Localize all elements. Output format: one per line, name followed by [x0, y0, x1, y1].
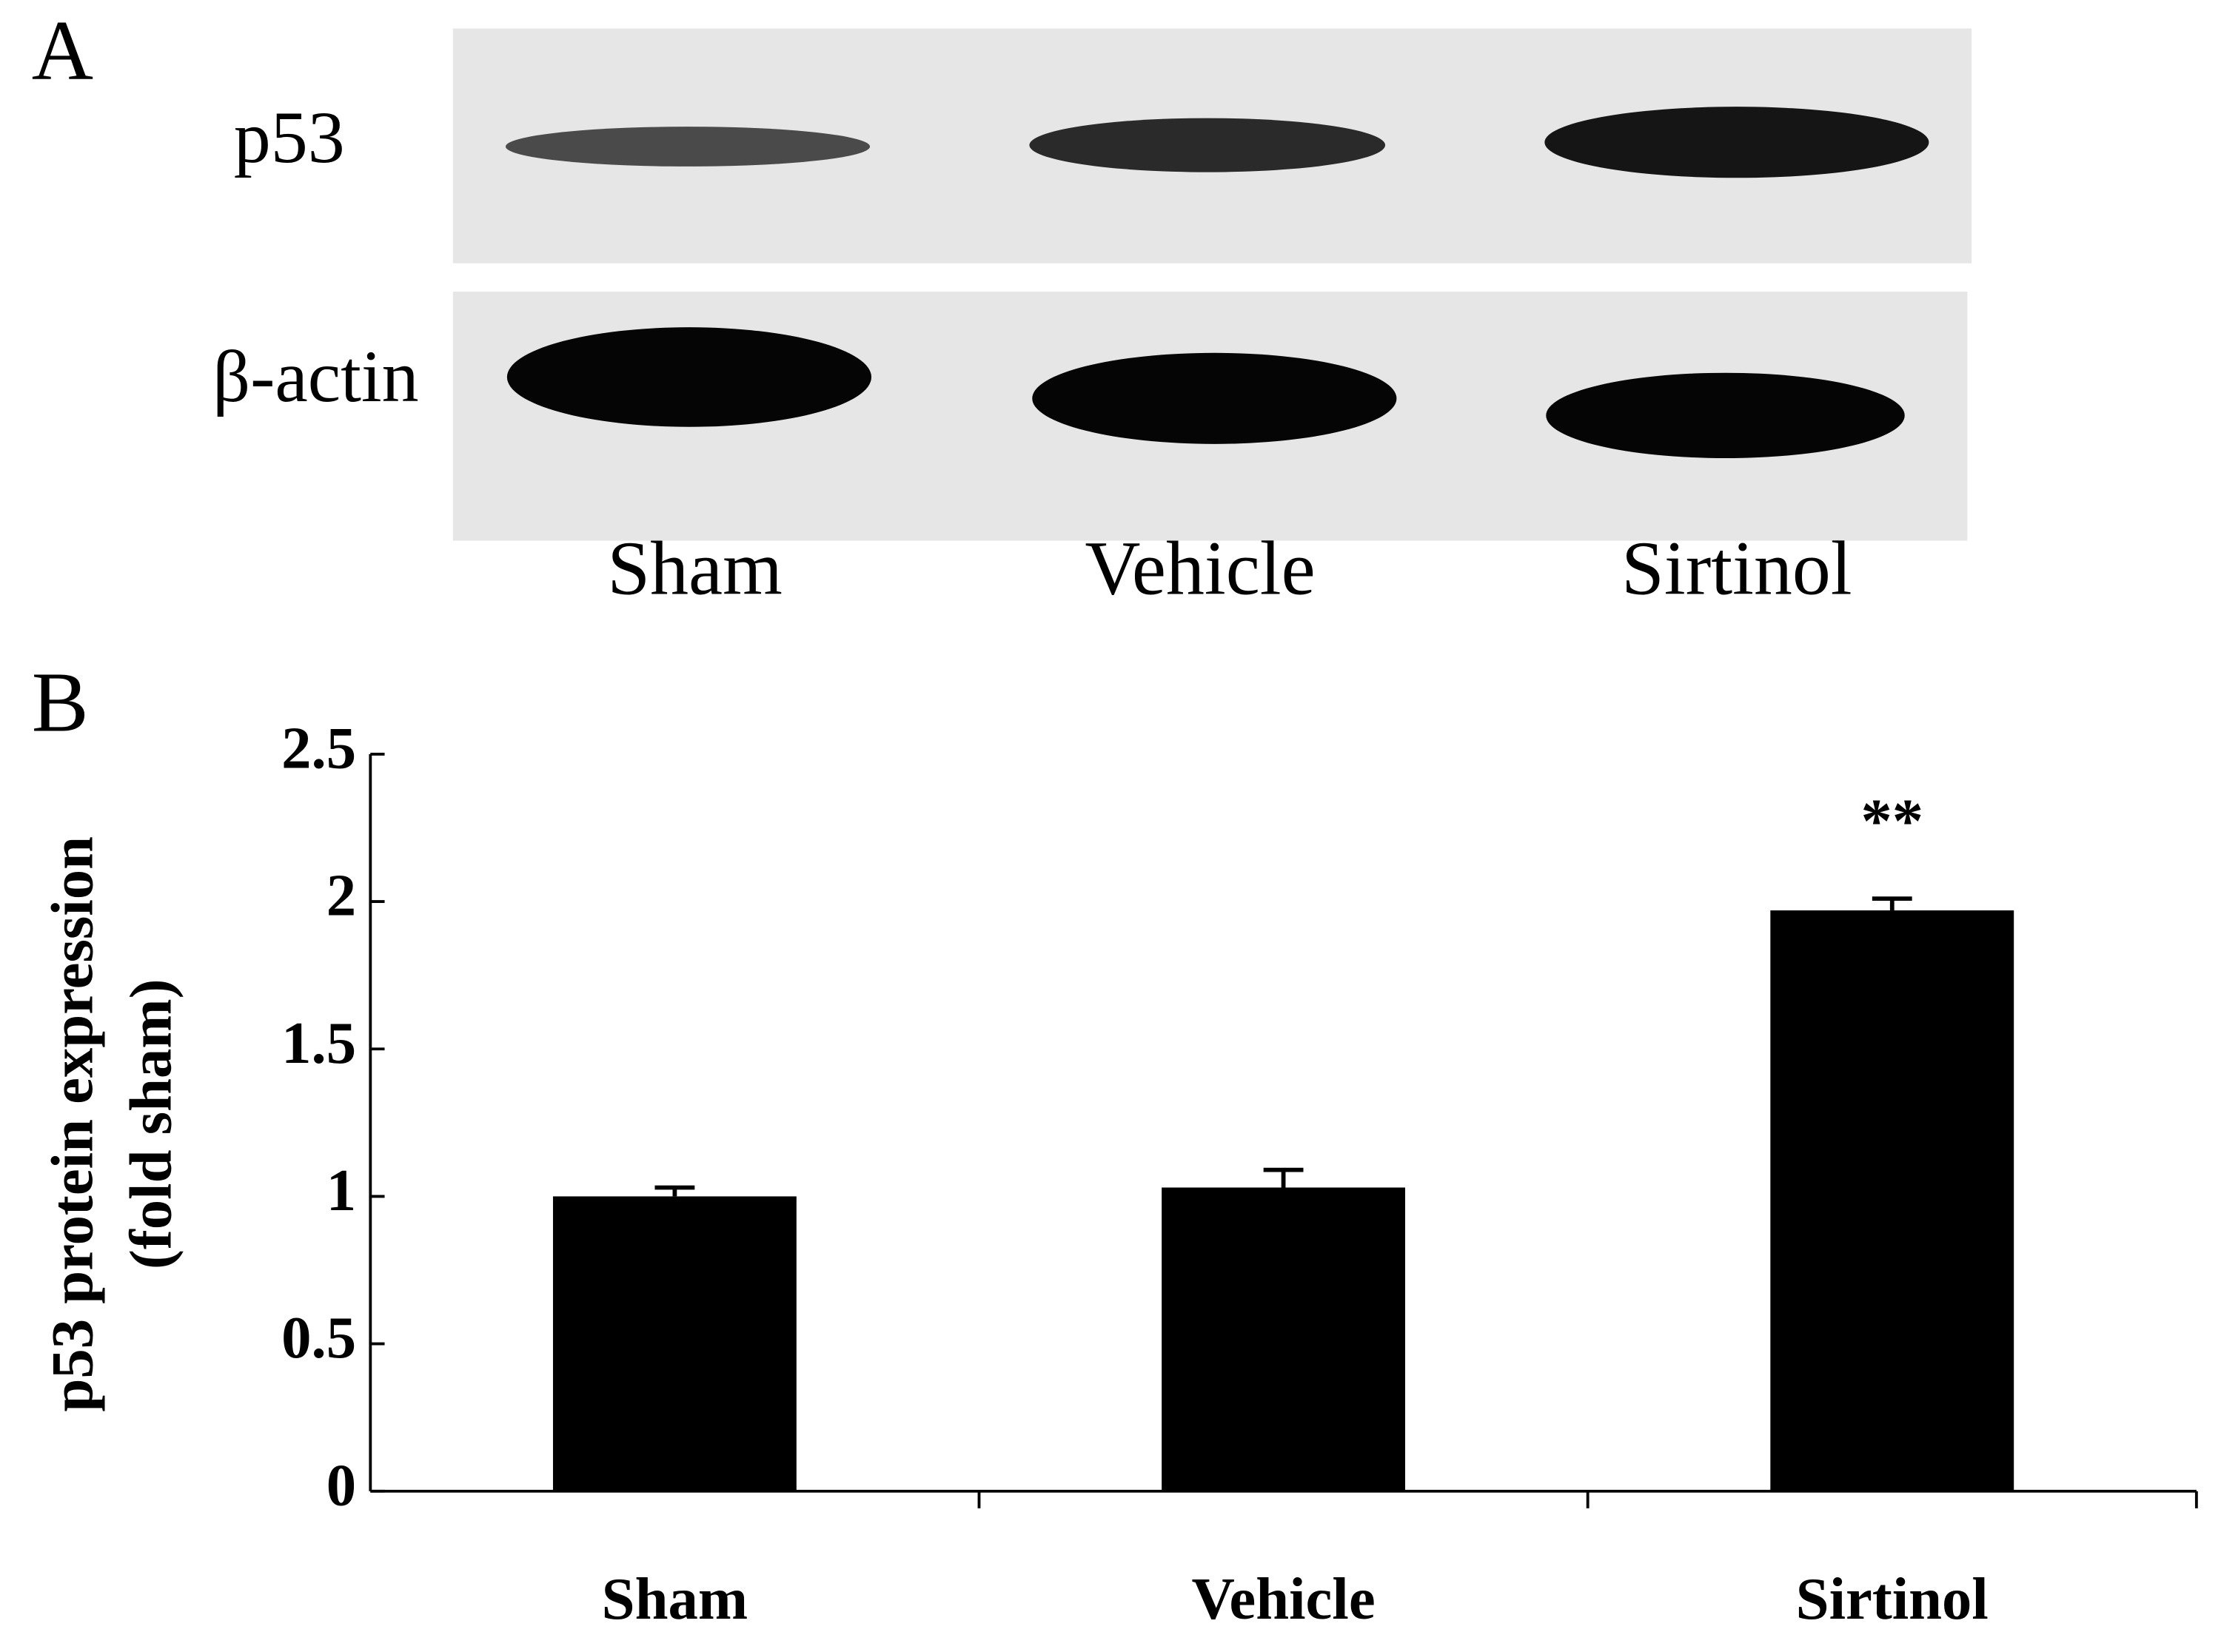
- panel-label: B: [32, 655, 89, 750]
- blot-band: [1544, 107, 1929, 178]
- y-axis-title-line: (fold sham): [118, 979, 184, 1269]
- bar: [1770, 910, 2014, 1491]
- lane-label: Sirtinol: [1621, 526, 1852, 611]
- y-tick-label: 0: [326, 1452, 356, 1518]
- y-axis-title-line: p53 protein expression: [40, 836, 106, 1412]
- error-bar: [1263, 1167, 1304, 1188]
- y-tick-label: 1.5: [281, 1010, 356, 1076]
- lane-label: Sham: [607, 526, 782, 611]
- y-tick-label: 1: [326, 1158, 356, 1223]
- blot-band: [506, 327, 872, 427]
- blot-p53: [452, 28, 1972, 263]
- blot-actin: [452, 292, 1968, 541]
- y-tick-label: 0.5: [281, 1305, 356, 1371]
- row-label: β-actin: [212, 335, 418, 417]
- blot-band: [505, 127, 871, 167]
- x-tick-label: Sham: [602, 1566, 748, 1632]
- blot-band: [1032, 352, 1397, 444]
- panel-label: A: [32, 3, 93, 98]
- blot-band: [1546, 372, 1905, 459]
- error-bar: [1872, 896, 1912, 911]
- significance-marker: **: [1860, 787, 1923, 856]
- bar: [552, 1196, 797, 1491]
- y-axis-title: p53 protein expression (fold sham): [40, 836, 184, 1412]
- lane-label: Vehicle: [1085, 526, 1315, 611]
- bar: [1162, 1187, 1406, 1491]
- x-tick-label: Sirtinol: [1796, 1566, 1989, 1632]
- y-tick-label: 2.5: [281, 715, 356, 781]
- error-bar: [654, 1185, 695, 1197]
- row-label: p53: [234, 96, 345, 178]
- y-tick-label: 2: [326, 863, 356, 929]
- x-tick-label: Vehicle: [1192, 1566, 1376, 1632]
- blot-band: [1029, 118, 1386, 172]
